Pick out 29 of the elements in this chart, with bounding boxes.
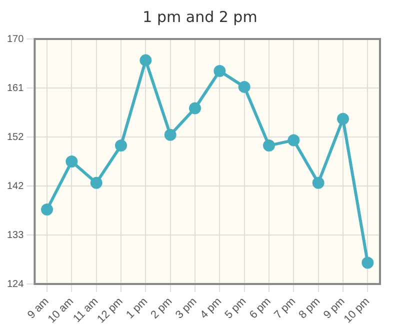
x-tick-label: 7 pm <box>272 295 298 322</box>
y-tick-label: 152 <box>6 132 24 143</box>
x-tick-label: 2 pm <box>148 295 175 322</box>
point <box>263 140 276 152</box>
point <box>288 134 300 146</box>
point <box>312 176 324 189</box>
point <box>66 156 78 168</box>
point <box>362 256 374 269</box>
chart-title: 1 pm and 2 pm <box>142 8 258 26</box>
x-tick-label: 4 pm <box>198 295 224 322</box>
point <box>238 80 250 93</box>
point <box>214 64 226 77</box>
y-tick-label: 124 <box>6 278 24 290</box>
y-tick-label: 161 <box>6 82 24 94</box>
x-tick-label: 8 pm <box>296 295 323 322</box>
point <box>140 54 152 66</box>
x-tick-label: 5 pm <box>222 295 249 322</box>
point <box>115 140 128 152</box>
point <box>90 176 102 189</box>
point <box>337 112 349 125</box>
point <box>41 203 54 216</box>
point <box>164 128 176 141</box>
x-tick-label: 6 pm <box>247 295 274 322</box>
y-tick-label: 142 <box>6 180 24 192</box>
x-tick-label: 3 pm <box>173 295 200 322</box>
y-tick-label: 133 <box>6 230 24 241</box>
x-tick-label: 1 pm <box>124 295 150 322</box>
point <box>189 102 202 114</box>
y-tick-label: 170 <box>6 34 24 45</box>
